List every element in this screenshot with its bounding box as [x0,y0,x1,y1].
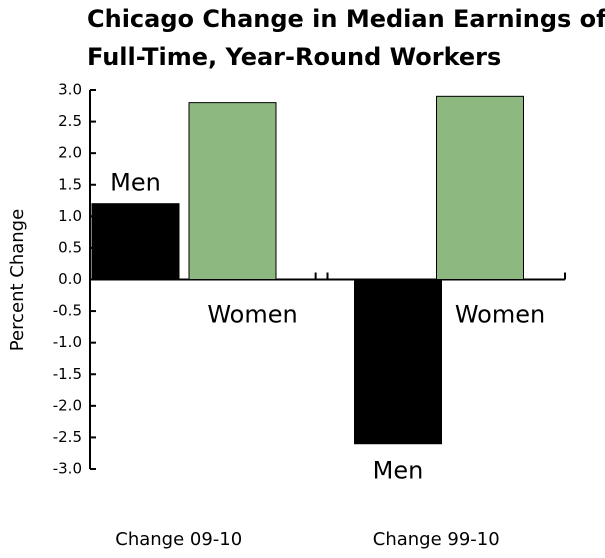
bar [91,203,180,280]
y-tick-label: -1.0 [53,333,82,351]
x-tick-label: Change 09-10 [115,529,242,550]
y-axis-label: Percent Change [7,209,28,351]
series-label: Women [455,301,545,329]
y-tick-label: -2.0 [53,396,82,414]
y-tick-label: 2.0 [58,144,82,162]
series-label: Women [207,301,297,329]
y-tick-label: 1.0 [58,207,82,225]
bar [188,102,277,280]
y-tick-label: 0.0 [58,270,82,288]
series-label: Men [110,169,161,197]
bar [354,279,442,445]
y-tick-label: 2.5 [58,112,82,130]
chart-title: Chicago Change in Median Earnings of [87,5,605,33]
y-tick-label: -2.5 [53,428,82,446]
y-tick-label: 3.0 [58,81,82,99]
x-tick-label: Change 99-10 [373,529,500,550]
y-tick-label: 1.5 [58,175,82,193]
y-tick-label: -3.0 [53,460,82,478]
bar [436,95,524,280]
chart-title: Full-Time, Year-Round Workers [87,43,501,71]
y-tick-label: -0.5 [53,302,82,320]
y-tick-label: 0.5 [58,238,82,256]
y-tick-label: -1.5 [53,365,82,383]
series-label: Men [373,457,424,485]
